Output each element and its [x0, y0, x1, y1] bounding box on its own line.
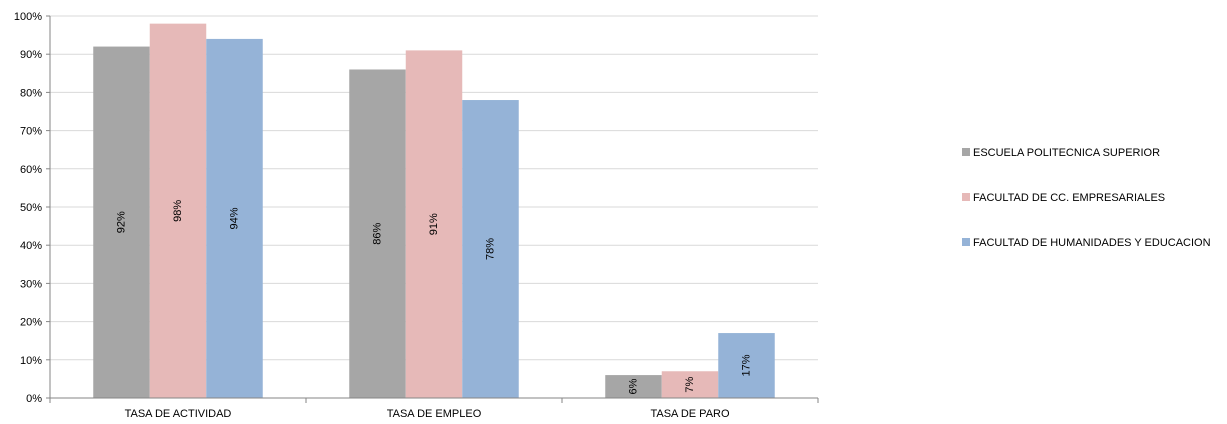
- data-label: 98%: [172, 200, 184, 222]
- y-tick-label: 100%: [14, 11, 42, 23]
- y-tick-label: 30%: [20, 278, 42, 290]
- bar: [405, 50, 463, 398]
- data-label: 92%: [115, 211, 127, 233]
- legend-swatch: [962, 238, 970, 246]
- x-tick-label: TASA DE ACTIVIDAD: [125, 408, 232, 420]
- y-tick-label: 20%: [20, 317, 42, 329]
- legend-swatch: [962, 193, 970, 201]
- x-tick-label: TASA DE PARO: [650, 408, 730, 420]
- y-tick-label: 70%: [20, 126, 42, 138]
- y-tick-label: 50%: [20, 202, 42, 214]
- bar: [93, 46, 150, 399]
- y-tick-label: 80%: [20, 87, 42, 99]
- legend-label: ESCUELA POLITECNICA SUPERIOR: [973, 147, 1160, 159]
- data-label: 7%: [684, 376, 696, 392]
- legend-swatch: [962, 148, 970, 156]
- y-tick-label: 10%: [20, 355, 42, 367]
- bar: [661, 371, 719, 398]
- y-tick-label: 0%: [26, 393, 42, 405]
- legend-label: FACULTAD DE CC. EMPRESARIALES: [973, 192, 1165, 204]
- bar: [605, 375, 662, 398]
- axes: 0% 10% 20% 30% 40% 50% 60% 70% 80% 90% 100% TASA DE…: [14, 11, 819, 420]
- bar: [462, 100, 519, 398]
- x-tick-label: TASA DE EMPLEO: [387, 408, 482, 420]
- bar: [718, 333, 775, 398]
- legend-label: FACULTAD DE HUMANIDADES Y EDUCACION: [973, 237, 1211, 249]
- legend: ESCUELA POLITECNICA SUPERIOR FACULTAD DE …: [962, 147, 1211, 249]
- bars: 92% 98% 94% 86% 91% 78% 6% 7% 17%: [93, 23, 775, 399]
- y-tick-label: 60%: [20, 164, 42, 176]
- data-label: 94%: [228, 207, 240, 229]
- data-label: 6%: [627, 378, 639, 394]
- bar: [149, 23, 207, 398]
- y-tick-label: 90%: [20, 49, 42, 61]
- bar: [349, 69, 406, 398]
- y-tick-label: 40%: [20, 240, 42, 252]
- data-label: 91%: [428, 213, 440, 235]
- data-label: 86%: [371, 223, 383, 245]
- bar: [206, 38, 263, 399]
- data-label: 17%: [740, 354, 752, 376]
- data-label: 78%: [484, 238, 496, 260]
